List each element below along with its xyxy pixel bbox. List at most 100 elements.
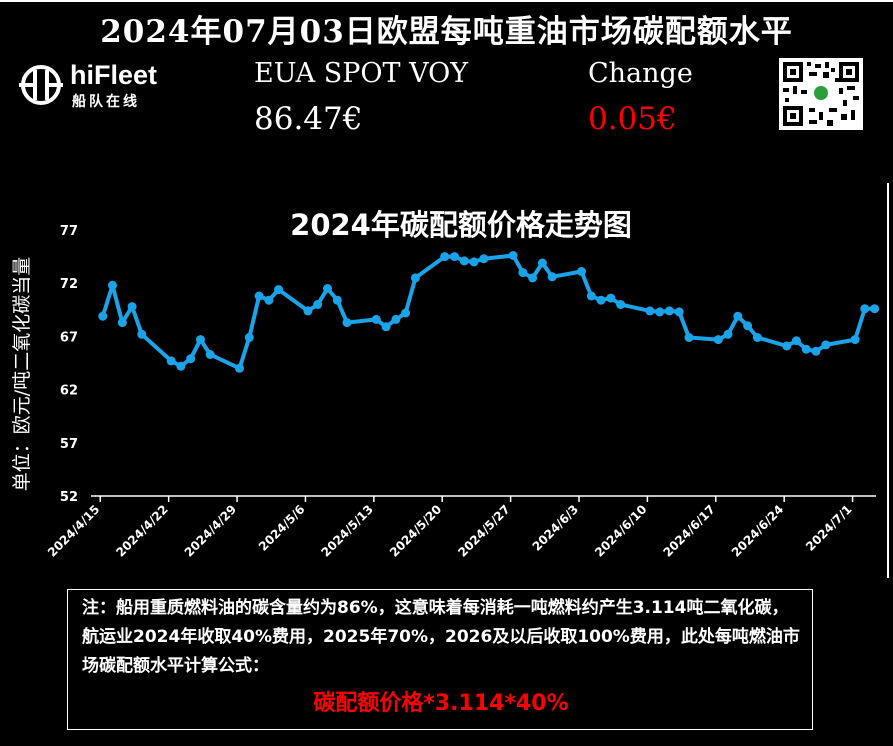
data-point bbox=[782, 341, 792, 351]
data-point bbox=[450, 252, 459, 262]
data-point bbox=[850, 335, 860, 345]
y-tick-label: 72 bbox=[60, 277, 78, 292]
data-point bbox=[391, 314, 401, 324]
data-point bbox=[606, 293, 616, 303]
data-point bbox=[342, 318, 352, 328]
qr-code-icon bbox=[779, 58, 863, 130]
data-point bbox=[108, 280, 117, 290]
data-point bbox=[401, 308, 411, 318]
data-point bbox=[264, 295, 274, 305]
data-point bbox=[254, 291, 264, 301]
data-point bbox=[410, 273, 420, 283]
data-point bbox=[98, 311, 108, 321]
series-points bbox=[98, 251, 880, 373]
top-border bbox=[0, 0, 893, 2]
qr-code[interactable] bbox=[779, 58, 863, 130]
y-tick-label: 52 bbox=[60, 490, 78, 505]
price-trend-chart: 2024年碳配额价格走势图 单位：欧元/吨二氧化碳当量 52 57 62 67 72 77… bbox=[11, 208, 880, 560]
note-box: 注：船用重质燃料油的碳含量约为86%，这意味着每消耗一吨燃料约产生3.114吨二… bbox=[67, 589, 813, 730]
change-value: 0.05€ bbox=[588, 101, 677, 137]
data-point bbox=[508, 251, 518, 260]
x-tick-label: 2024/5/27 bbox=[455, 502, 512, 559]
data-point bbox=[371, 314, 381, 324]
data-point bbox=[528, 273, 538, 283]
data-point bbox=[577, 267, 586, 276]
data-point bbox=[176, 361, 186, 371]
x-tick-label: 2024/4/15 bbox=[45, 502, 102, 559]
data-point bbox=[127, 302, 137, 312]
data-point bbox=[547, 272, 557, 282]
chart-title: 2024年碳配额价格走势图 bbox=[290, 208, 632, 242]
data-point bbox=[733, 311, 743, 321]
data-point bbox=[274, 285, 284, 295]
data-point bbox=[860, 304, 870, 314]
y-axis-label: 单位：欧元/吨二氧化碳当量 bbox=[11, 257, 33, 491]
data-point bbox=[332, 295, 342, 305]
data-point bbox=[205, 350, 215, 359]
x-tick-label: 2024/4/29 bbox=[182, 502, 239, 559]
data-point bbox=[459, 256, 469, 266]
data-point bbox=[811, 346, 821, 356]
data-point bbox=[137, 329, 147, 339]
x-tick-label: 2024/6/17 bbox=[660, 502, 717, 559]
data-point bbox=[196, 335, 205, 345]
spot-label: EUA SPOT VOY bbox=[254, 58, 469, 89]
logo-name: hiFleet bbox=[70, 60, 158, 90]
x-tick-label: 2024/6/3 bbox=[530, 502, 582, 554]
x-tick-label: 2024/4/22 bbox=[113, 502, 170, 559]
note-formula: 碳配额价格*3.114*40% bbox=[313, 691, 569, 716]
hifleet-logo[interactable]: hiFleet 船队在线 bbox=[18, 60, 168, 110]
x-tick-label: 2024/7/1 bbox=[803, 502, 855, 554]
y-tick-label: 77 bbox=[60, 224, 78, 239]
data-point bbox=[469, 257, 479, 267]
page-title: 2024年07月03日欧盟每吨重油市场碳配额水平 bbox=[100, 14, 793, 50]
data-point bbox=[166, 356, 176, 366]
data-point bbox=[791, 336, 801, 346]
data-point bbox=[303, 306, 313, 316]
data-point bbox=[752, 333, 762, 342]
data-point bbox=[743, 321, 753, 331]
data-point bbox=[821, 340, 831, 350]
y-tick-label: 62 bbox=[60, 384, 78, 399]
data-point bbox=[244, 333, 254, 342]
data-point bbox=[117, 318, 127, 328]
data-point bbox=[596, 295, 606, 305]
x-tick-labels: 2024/4/15 2024/4/22 2024/4/29 2024/5/6 2024/… bbox=[45, 502, 855, 559]
data-point bbox=[684, 333, 694, 342]
data-point bbox=[381, 322, 391, 332]
right-border bbox=[887, 183, 889, 578]
data-point bbox=[713, 335, 723, 345]
data-point bbox=[235, 363, 244, 373]
data-point bbox=[674, 307, 684, 317]
data-point bbox=[616, 300, 626, 309]
change-label: Change bbox=[588, 58, 693, 89]
x-tick-label: 2024/5/20 bbox=[387, 502, 444, 559]
data-point bbox=[645, 306, 655, 316]
note-text: 注：船用重质燃料油的碳含量约为86%，这意味着每消耗一吨燃料约产生3.114吨二… bbox=[82, 598, 800, 676]
y-tick-label: 57 bbox=[60, 437, 78, 452]
data-point bbox=[655, 307, 665, 317]
data-point bbox=[723, 329, 733, 339]
data-point bbox=[664, 306, 674, 316]
data-point bbox=[323, 284, 332, 293]
spot-value: 86.47€ bbox=[254, 101, 363, 137]
data-point bbox=[518, 268, 528, 278]
axes bbox=[91, 495, 876, 502]
data-point bbox=[186, 354, 196, 364]
data-point bbox=[801, 344, 811, 354]
logo-subtitle: 船队在线 bbox=[72, 94, 140, 110]
data-point bbox=[586, 291, 596, 301]
data-point bbox=[313, 300, 323, 309]
x-tick-label: 2024/5/13 bbox=[319, 502, 376, 559]
series-line bbox=[100, 253, 875, 371]
y-tick-label: 67 bbox=[60, 330, 78, 345]
x-tick-label: 2024/6/10 bbox=[592, 502, 649, 559]
data-point bbox=[870, 304, 880, 314]
data-point bbox=[479, 254, 489, 264]
y-tick-labels: 52 57 62 67 72 77 bbox=[60, 224, 78, 505]
ship-wheel-icon bbox=[19, 65, 63, 105]
data-point bbox=[440, 252, 450, 262]
data-point bbox=[537, 258, 547, 268]
x-tick-label: 2024/6/24 bbox=[729, 502, 786, 559]
x-tick-label: 2024/5/6 bbox=[256, 502, 308, 554]
